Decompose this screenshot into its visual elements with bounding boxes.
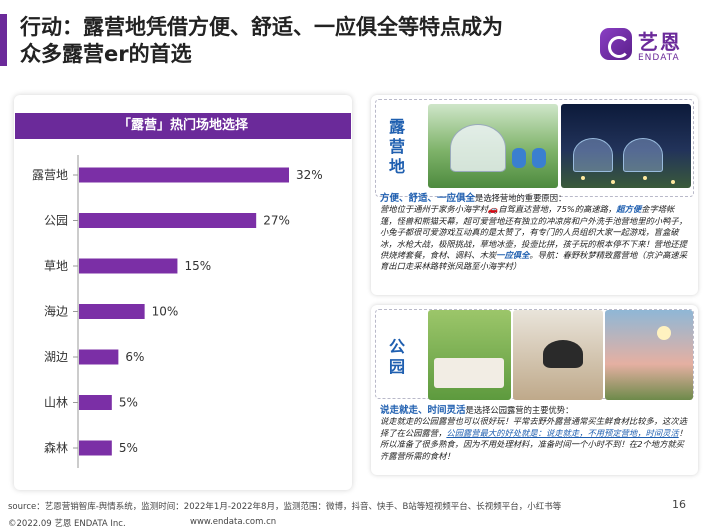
category-label: 草地 bbox=[44, 259, 68, 273]
camp-site-description: 方便、舒适、一应俱全是选择营地的重要原因： 营地位于通州于家务小海字村🚗自驾直达… bbox=[380, 193, 690, 273]
page-title-line2: 众多露营er的首选 bbox=[20, 42, 192, 66]
camp-site-label-text: 露营地 bbox=[388, 117, 405, 176]
data-label: 5% bbox=[119, 441, 138, 455]
bar bbox=[79, 395, 112, 410]
park-lead-text: 是选择公园露营的主要优势： bbox=[465, 405, 574, 415]
doraemon-figure bbox=[532, 148, 546, 168]
endata-logo-icon bbox=[600, 28, 632, 60]
park-sunset-photo bbox=[605, 310, 693, 400]
car-icon: 🚗 bbox=[487, 204, 499, 215]
data-label: 15% bbox=[184, 259, 211, 273]
bar bbox=[79, 258, 178, 274]
page-title: 行动：露营地凭借方便、舒适、一应俱全等特点成为 众多露营er的首选 bbox=[20, 14, 580, 68]
picnic-food-table bbox=[434, 358, 504, 388]
data-label: 6% bbox=[125, 350, 144, 364]
park-cooking-photo bbox=[513, 310, 603, 400]
data-label: 27% bbox=[263, 214, 290, 228]
night-dome-shape bbox=[573, 138, 613, 172]
camp-body-mid2: 金字塔帐篷，怪兽和熊猫天幕，超可爱营地还有独立的冲凉房和户外洗手池营地里的小鸭子… bbox=[380, 204, 687, 261]
dome-tent-shape bbox=[450, 124, 506, 172]
park-body-start: 说走就走的公园露营也可以很好玩！平常去野外露营通常买生鲜食材比较多，这次选择了在… bbox=[380, 416, 687, 438]
category-label: 公园 bbox=[44, 214, 68, 228]
bar bbox=[79, 440, 112, 456]
bar bbox=[79, 349, 119, 365]
camp-body-start: 营地位于通州于家务小海字村 bbox=[380, 204, 488, 215]
camp-dome-photo bbox=[428, 104, 558, 188]
park-label: 公园 bbox=[379, 337, 415, 377]
category-label: 森林 bbox=[44, 440, 68, 455]
park-body-end: ！所以准备了很多熟食，因为不用处理材料，准备时间一个小时不到！在2个地方就买齐露… bbox=[380, 427, 688, 461]
category-label: 海边 bbox=[44, 304, 68, 319]
park-description: 说走就走、时间灵活是选择公园露营的主要优势： 说走就走的公园露营也可以很好玩！平… bbox=[380, 405, 690, 462]
title-accent-bar bbox=[0, 14, 7, 66]
category-label: 湖边 bbox=[44, 349, 68, 364]
endata-logo: 艺恩 ENDATA bbox=[600, 26, 700, 66]
string-light bbox=[643, 176, 647, 180]
camp-lead-text: 是选择营地的重要原因： bbox=[475, 193, 567, 203]
string-light bbox=[671, 180, 675, 184]
camp-photo-frame bbox=[375, 99, 694, 197]
bar bbox=[79, 213, 257, 228]
park-picnic-photo bbox=[428, 310, 511, 400]
camping-pot-shape bbox=[543, 340, 583, 368]
park-lead-highlight: 说走就走、时间灵活 bbox=[380, 405, 466, 416]
camp-body-emphasis-complete: 一应俱全 bbox=[496, 250, 530, 261]
bar bbox=[79, 167, 289, 183]
page-title-line1: 行动：露营地凭借方便、舒适、一应俱全等特点成为 bbox=[20, 15, 503, 39]
bar bbox=[79, 304, 145, 319]
camp-night-photo bbox=[561, 104, 691, 188]
sunset-sun-shape bbox=[657, 326, 671, 340]
string-light bbox=[581, 176, 585, 180]
chart-card: 「露营」热门场地选择 露营地 32% 公园 27% 草地 15% 海边 10% 湖边 6% 山林 5%… bbox=[14, 95, 352, 490]
camp-body-emphasis-convenient: 超方便 bbox=[616, 204, 642, 215]
page-number: 16 bbox=[672, 498, 686, 511]
copyright-text: ©2022.09 艺恩 ENDATA Inc. bbox=[8, 519, 126, 529]
category-label: 露营地 bbox=[32, 168, 68, 182]
camp-body-end: 。导航：春野秋梦精致露营地（京沪高速采育出口走采林路转张凤路至小海字村） bbox=[380, 250, 688, 272]
camp-site-label: 露营地 bbox=[379, 117, 415, 177]
logo-chinese-text: 艺恩 bbox=[638, 30, 682, 54]
source-note: source：艺恩营销智库-舆情系统，监测时间：2022年1月-2022年8月，… bbox=[8, 502, 562, 512]
logo-english-text: ENDATA bbox=[638, 53, 680, 63]
website-link[interactable]: www.endata.com.cn bbox=[190, 517, 277, 527]
category-label: 山林 bbox=[44, 396, 68, 410]
park-label-text: 公园 bbox=[388, 337, 405, 376]
data-label: 5% bbox=[119, 396, 138, 410]
park-body-emphasis: 公园露营最大的好处就是：说走就走，不用预定营地，时间灵活 bbox=[446, 427, 679, 438]
chart-title: 「露营」热门场地选择 bbox=[15, 113, 351, 139]
park-panel: 公园 说走就走、时间灵活是选择公园露营的主要优势： 说走就走的公园露营也可以很好… bbox=[371, 305, 698, 475]
data-label: 10% bbox=[152, 305, 179, 319]
data-label: 32% bbox=[296, 168, 323, 182]
night-dome-shape bbox=[623, 138, 663, 172]
camp-site-panel: 露营地 方便、舒适、一应俱全是选择营地的重要原因： 营地位于通州于家务小海字村🚗… bbox=[371, 95, 698, 295]
bar-chart: 露营地 32% 公园 27% 草地 15% 海边 10% 湖边 6% 山林 5% 森林 5% bbox=[32, 155, 323, 468]
camp-lead-highlight: 方便、舒适、一应俱全 bbox=[380, 193, 476, 204]
camp-body-mid: 自驾直达营地，75%的高速路， bbox=[498, 204, 617, 215]
string-light bbox=[611, 180, 615, 184]
doraemon-figure bbox=[512, 148, 526, 168]
